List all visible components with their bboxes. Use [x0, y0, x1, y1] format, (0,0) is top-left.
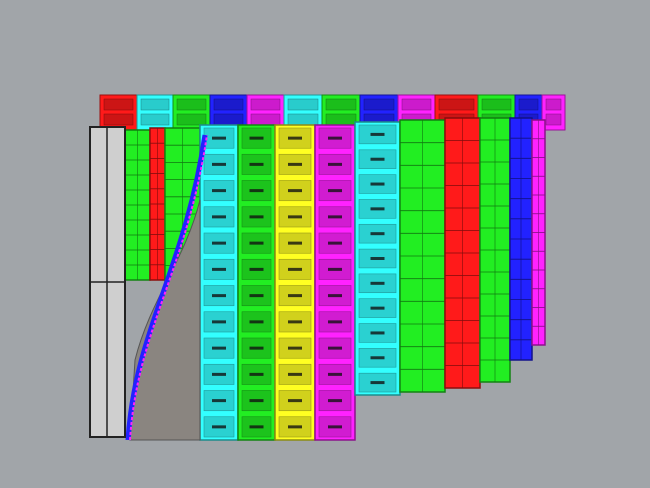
- frame-box: [89, 126, 126, 438]
- panel-label-mark: [212, 320, 226, 324]
- hull-edge-curve: [125, 134, 208, 441]
- panel-column-green: [399, 119, 446, 393]
- back-panel-magenta: [246, 94, 285, 131]
- panel-label-mark: [212, 372, 226, 376]
- back-panel-row: [99, 94, 566, 131]
- panel-label-mark: [328, 294, 342, 298]
- panel-label-mark: [288, 267, 302, 271]
- panel-label-mark: [249, 136, 264, 140]
- panel-label-mark: [328, 346, 342, 350]
- panel-column-magenta: [314, 124, 356, 441]
- panel-label-mark: [288, 399, 302, 403]
- panel-label-mark: [212, 294, 226, 298]
- panel-label-mark: [370, 157, 385, 161]
- panel-label-mark: [288, 162, 302, 166]
- back-panel-red: [99, 94, 138, 131]
- panel-label-mark: [249, 267, 264, 271]
- panel-label-mark: [249, 162, 264, 166]
- panel-label-mark: [212, 399, 226, 403]
- panel-label-mark: [370, 331, 385, 335]
- panel-label-mark: [328, 267, 342, 271]
- panel-column-yellow: [274, 124, 316, 441]
- panel-column-cyan: [199, 124, 239, 441]
- panel-label-mark: [328, 320, 342, 324]
- panel-label-mark: [370, 381, 385, 385]
- panel-label-mark: [328, 136, 342, 140]
- back-panel-green: [172, 94, 211, 131]
- panel-column-red: [149, 127, 166, 281]
- panel-label-mark: [288, 189, 302, 193]
- back-panel-cyan: [283, 94, 323, 131]
- panel-label-mark: [249, 215, 264, 219]
- back-panel-magenta: [541, 94, 566, 131]
- panel-label-mark: [370, 132, 385, 136]
- panel-column-green: [479, 117, 511, 383]
- panel-label-mark: [249, 346, 264, 350]
- panel-label-mark: [249, 425, 264, 429]
- panel-label-mark: [370, 182, 385, 186]
- panel-label-mark: [370, 356, 385, 360]
- panel-label-mark: [288, 346, 302, 350]
- panel-column-red: [444, 117, 481, 389]
- panel-label-mark: [212, 215, 226, 219]
- panel-label-mark: [212, 189, 226, 193]
- panel-label-mark: [249, 189, 264, 193]
- panel-label-mark: [328, 215, 342, 219]
- panel-label-mark: [212, 425, 226, 429]
- panel-label-mark: [328, 425, 342, 429]
- hull-edge-curve-highlight: [129, 134, 208, 441]
- panel-label-mark: [249, 320, 264, 324]
- panel-label-mark: [288, 215, 302, 219]
- panel-label-mark: [212, 267, 226, 271]
- panel-label-mark: [288, 372, 302, 376]
- back-panel-blue: [209, 94, 248, 131]
- panel-label-mark: [212, 136, 226, 140]
- panel-label-mark: [328, 189, 342, 193]
- panel-label-mark: [370, 232, 385, 236]
- panel-column-cyan: [354, 121, 401, 396]
- panel-label-mark: [249, 294, 264, 298]
- panel-label-mark: [370, 207, 385, 211]
- panel-label-mark: [249, 372, 264, 376]
- panel-label-mark: [370, 306, 385, 310]
- panel-column-green: [124, 129, 151, 281]
- panel-label-mark: [328, 162, 342, 166]
- panel-label-mark: [288, 136, 302, 140]
- panel-column-blue: [509, 117, 533, 361]
- panel-column-green: [237, 124, 276, 441]
- panel-label-mark: [212, 346, 226, 350]
- panel-label-mark: [288, 294, 302, 298]
- panel-label-mark: [288, 320, 302, 324]
- back-panel-cyan: [136, 94, 174, 131]
- panel-label-mark: [212, 241, 226, 245]
- panel-label-mark: [288, 425, 302, 429]
- panel-label-mark: [328, 372, 342, 376]
- panel-label-mark: [249, 399, 264, 403]
- panel-label-mark: [249, 241, 264, 245]
- panel-label-mark: [370, 257, 385, 260]
- back-panel-green: [321, 94, 361, 131]
- panel-label-mark: [288, 241, 302, 245]
- panel-label-mark: [370, 281, 385, 285]
- panel-column-magenta: [531, 119, 546, 346]
- panel-label-mark: [212, 162, 226, 166]
- panel-label-mark: [328, 241, 342, 245]
- panel-label-mark: [328, 399, 342, 403]
